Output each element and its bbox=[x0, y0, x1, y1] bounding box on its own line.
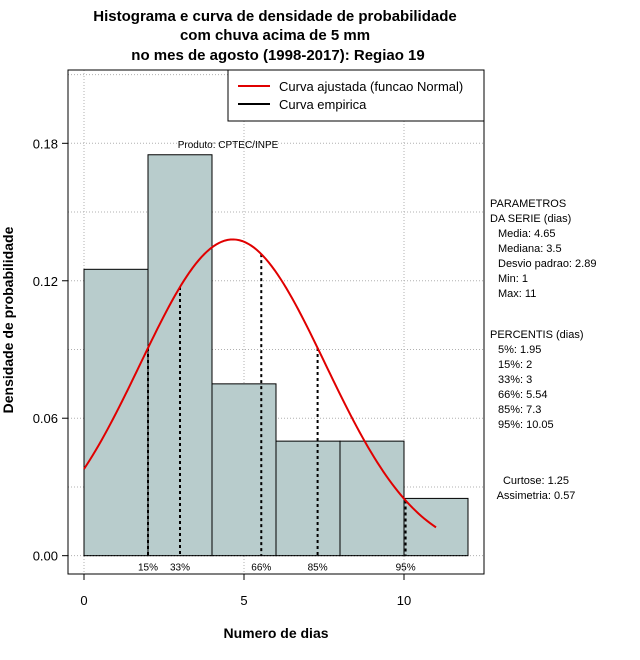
x-tick-label: 10 bbox=[397, 593, 411, 608]
y-axis: 0.00 0.06 0.12 0.18 bbox=[33, 136, 68, 564]
y-axis-label: Densidade de probabilidade bbox=[0, 226, 16, 413]
percentile-label: 66% bbox=[251, 563, 271, 574]
histogram-bar bbox=[211, 383, 277, 557]
percentile-lines: 15% 33% 66% 85% 95% bbox=[138, 254, 416, 574]
side-panel-line: Max: 11 bbox=[498, 288, 536, 300]
side-panel-line: DA SERIE (dias) bbox=[490, 213, 571, 225]
side-panel-parametros: PARAMETROS DA SERIE (dias) Media: 4.65 Medi… bbox=[490, 198, 596, 300]
chart-title-line-2: com chuva acima de 5 mm bbox=[180, 27, 370, 44]
side-panel-line: Mediana: 3.5 bbox=[498, 243, 562, 255]
y-tick-label: 0.12 bbox=[33, 274, 58, 289]
y-tick-label: 0.18 bbox=[33, 136, 58, 151]
x-axis: 0 5 10 bbox=[80, 574, 411, 608]
percentile-label: 95% bbox=[396, 563, 416, 574]
side-panel-line: 95%: 10.05 bbox=[498, 419, 554, 431]
chart-title-line-3: no mes de agosto (1998-2017): Regiao 19 bbox=[131, 47, 424, 64]
normal-fit-curve bbox=[83, 238, 437, 529]
side-panel-line: 5%: 1.95 bbox=[498, 344, 541, 356]
side-panel-line: 33%: 3 bbox=[498, 374, 532, 386]
side-panel-line: 15%: 2 bbox=[498, 359, 532, 371]
histogram-bar bbox=[275, 440, 341, 557]
side-panel-line: Media: 4.65 bbox=[498, 228, 555, 240]
side-panel-line: 66%: 5.54 bbox=[498, 389, 548, 401]
legend: Curva ajustada (funcao Normal) Curva emp… bbox=[227, 69, 485, 122]
x-axis-label: Numero de dias bbox=[223, 625, 328, 641]
x-tick-label: 5 bbox=[240, 593, 247, 608]
y-tick-label: 0.06 bbox=[33, 411, 58, 426]
side-panel-line: PERCENTIS (dias) bbox=[490, 329, 584, 341]
percentile-label: 85% bbox=[308, 563, 328, 574]
histogram-bar bbox=[339, 440, 405, 557]
side-panel-line: Min: 1 bbox=[498, 273, 528, 285]
y-tick-label: 0.00 bbox=[33, 549, 58, 564]
side-panel-line: PARAMETROS bbox=[490, 198, 566, 210]
histogram-bars bbox=[83, 154, 469, 557]
x-tick-label: 0 bbox=[80, 593, 87, 608]
side-panel-line: 85%: 7.3 bbox=[498, 404, 541, 416]
product-annotation: Produto: CPTEC/INPE bbox=[178, 140, 279, 151]
side-panel-line: Assimetria: 0.57 bbox=[497, 490, 576, 502]
percentile-label: 15% bbox=[138, 563, 158, 574]
side-panel-line: Desvio padrao: 2.89 bbox=[498, 258, 596, 270]
legend-box bbox=[227, 69, 485, 122]
side-panel-shape: Curtose: 1.25 Assimetria: 0.57 bbox=[497, 475, 576, 502]
chart-title-line-1: Histograma e curva de densidade de proba… bbox=[93, 8, 456, 25]
percentile-label: 33% bbox=[170, 563, 190, 574]
side-panel-line: Curtose: 1.25 bbox=[503, 475, 569, 487]
legend-label-empirical: Curva empirica bbox=[279, 97, 367, 112]
side-panel-percentis: PERCENTIS (dias) 5%: 1.95 15%: 2 33%: 3 66%:… bbox=[490, 329, 584, 431]
legend-label-fit: Curva ajustada (funcao Normal) bbox=[279, 79, 463, 94]
